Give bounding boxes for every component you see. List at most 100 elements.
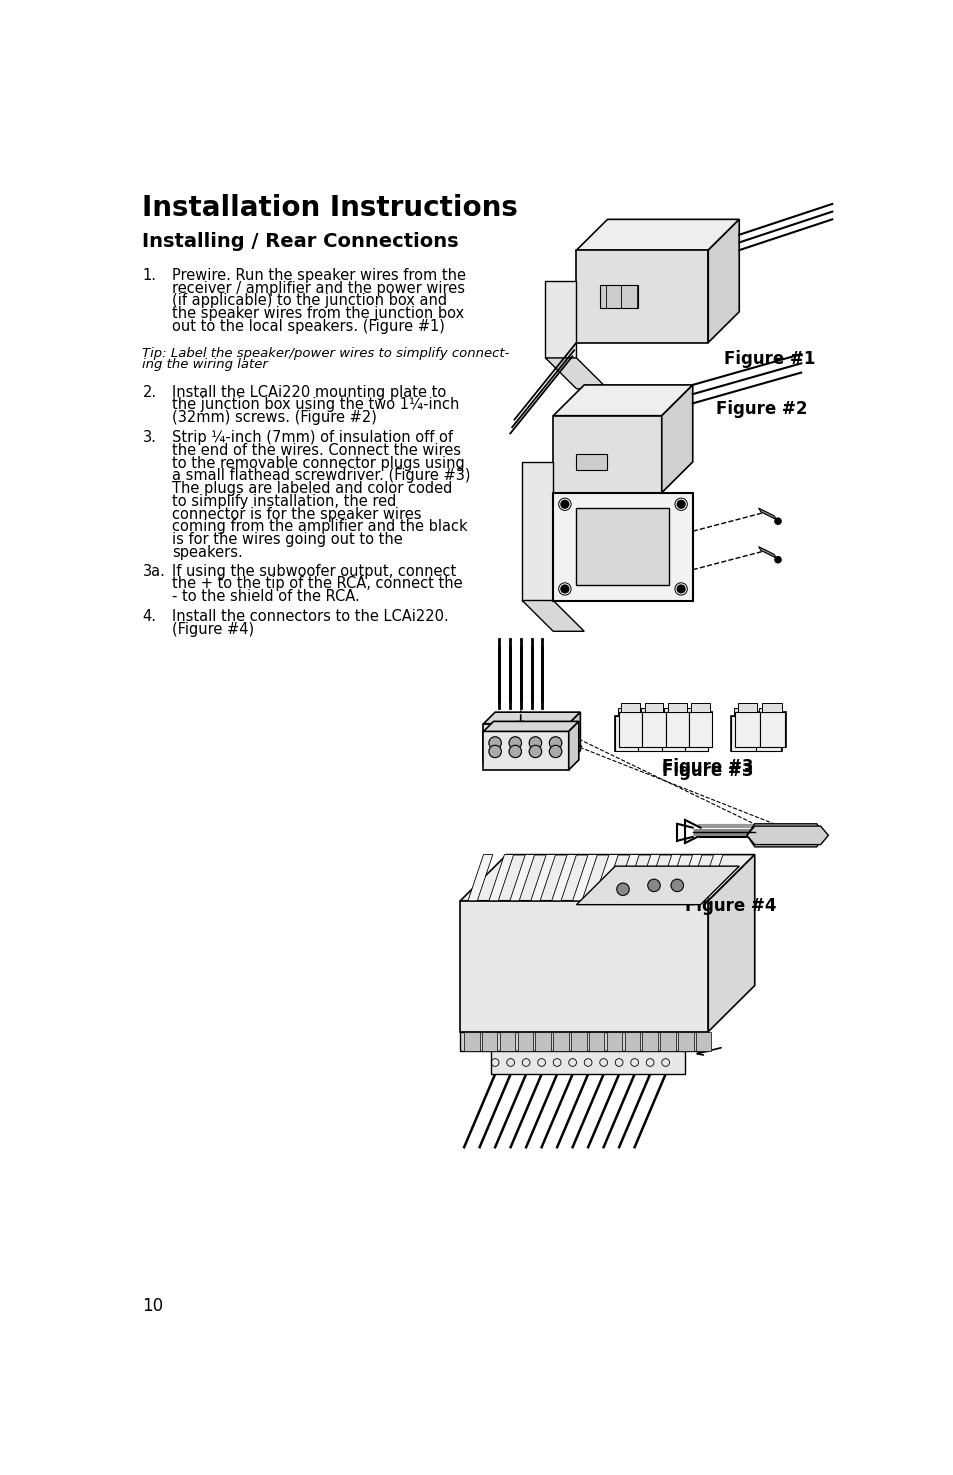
Text: Figure #3: Figure #3 [661, 758, 753, 776]
Polygon shape [691, 704, 709, 712]
Text: R-: R- [668, 739, 678, 749]
Polygon shape [483, 721, 578, 732]
Polygon shape [599, 285, 638, 308]
Polygon shape [576, 454, 607, 469]
Text: the junction box using the two 1¼-inch: the junction box using the two 1¼-inch [172, 397, 458, 412]
Text: The plugs are labeled and color coded: The plugs are labeled and color coded [172, 481, 452, 496]
Text: 10: 10 [142, 1298, 164, 1316]
Text: R+: R+ [688, 739, 703, 749]
Polygon shape [758, 708, 778, 715]
Circle shape [488, 738, 500, 749]
Polygon shape [614, 854, 639, 901]
Polygon shape [509, 854, 534, 901]
Circle shape [549, 745, 561, 758]
Bar [615, 715, 707, 751]
Polygon shape [468, 854, 493, 901]
Bar [571, 1031, 586, 1052]
Polygon shape [488, 854, 513, 901]
Text: ing the wiring later: ing the wiring later [142, 357, 268, 370]
Polygon shape [667, 704, 686, 712]
Circle shape [488, 745, 500, 758]
Polygon shape [553, 416, 661, 493]
Text: L+: L+ [623, 738, 637, 746]
Text: receiver / amplifier and the power wires: receiver / amplifier and the power wires [172, 280, 464, 295]
Text: a small flathead screwdriver. (Figure #3): a small flathead screwdriver. (Figure #3… [172, 469, 470, 484]
Polygon shape [545, 358, 607, 389]
Text: the end of the wires. Connect the wires: the end of the wires. Connect the wires [172, 442, 460, 459]
Text: 2.: 2. [142, 385, 156, 400]
Text: to simplify installation, the red: to simplify installation, the red [172, 494, 395, 509]
Polygon shape [656, 854, 680, 901]
Polygon shape [620, 704, 639, 712]
Bar [760, 712, 784, 746]
Circle shape [617, 884, 629, 895]
Text: 4.: 4. [142, 609, 156, 624]
Bar [661, 715, 684, 751]
Text: R-: R- [672, 738, 681, 746]
Bar [535, 1031, 550, 1052]
Circle shape [529, 738, 541, 749]
Text: is for the wires going out to the: is for the wires going out to the [172, 532, 402, 547]
Polygon shape [551, 854, 576, 901]
Circle shape [774, 518, 781, 524]
Polygon shape [758, 507, 776, 519]
Circle shape [549, 738, 561, 749]
Bar [688, 712, 711, 746]
Polygon shape [661, 385, 692, 493]
Text: If using the subwoofer output, connect: If using the subwoofer output, connect [172, 563, 456, 578]
Bar [695, 1031, 711, 1052]
Text: Prewire. Run the speaker wires from the: Prewire. Run the speaker wires from the [172, 268, 465, 283]
Circle shape [560, 500, 568, 507]
Polygon shape [746, 825, 823, 847]
Polygon shape [459, 854, 754, 901]
Bar [618, 712, 641, 746]
Polygon shape [640, 708, 659, 715]
Text: R+: R+ [692, 738, 707, 746]
Text: Installation Instructions: Installation Instructions [142, 193, 517, 221]
Polygon shape [483, 732, 568, 770]
Text: (32mm) screws. (Figure #2): (32mm) screws. (Figure #2) [172, 410, 376, 425]
Circle shape [509, 745, 521, 758]
Bar [641, 712, 665, 746]
Text: Install the connectors to the LCAi220.: Install the connectors to the LCAi220. [172, 609, 448, 624]
Bar [553, 1031, 568, 1052]
Polygon shape [521, 600, 583, 631]
Bar [606, 1031, 621, 1052]
Circle shape [529, 745, 541, 758]
Text: speakers.: speakers. [172, 544, 242, 559]
Text: 3.: 3. [142, 431, 156, 445]
Polygon shape [707, 854, 754, 1031]
Polygon shape [530, 854, 555, 901]
Polygon shape [617, 708, 636, 715]
Bar [588, 1031, 604, 1052]
Polygon shape [686, 708, 705, 715]
Polygon shape [698, 854, 722, 901]
Polygon shape [737, 704, 757, 712]
Polygon shape [459, 901, 707, 1031]
Bar [731, 715, 781, 751]
Polygon shape [733, 708, 753, 715]
Polygon shape [545, 280, 576, 358]
Text: +: + [743, 738, 751, 746]
Text: 1.: 1. [142, 268, 156, 283]
Text: (Figure #4): (Figure #4) [172, 622, 253, 637]
Polygon shape [568, 721, 578, 770]
Text: - to the shield of the RCA.: - to the shield of the RCA. [172, 589, 359, 603]
Text: Installing / Rear Connections: Installing / Rear Connections [142, 233, 458, 251]
Text: Tip: Label the speaker/power wires to simplify connect-: Tip: Label the speaker/power wires to si… [142, 347, 509, 360]
Polygon shape [746, 826, 827, 845]
Text: Figure #3: Figure #3 [661, 763, 753, 780]
Polygon shape [593, 854, 618, 901]
Text: Figure #1: Figure #1 [723, 350, 814, 369]
Text: coming from the amplifier and the black: coming from the amplifier and the black [172, 519, 467, 534]
Text: to the removable connector plugs using: to the removable connector plugs using [172, 456, 464, 471]
Polygon shape [677, 854, 701, 901]
Polygon shape [663, 708, 682, 715]
Text: out to the local speakers. (Figure #1): out to the local speakers. (Figure #1) [172, 319, 444, 333]
Bar [615, 715, 638, 751]
Polygon shape [644, 704, 662, 712]
Polygon shape [459, 1031, 707, 1052]
Bar [624, 1031, 639, 1052]
Text: Strip ¼-inch (7mm) of insulation off of: Strip ¼-inch (7mm) of insulation off of [172, 431, 453, 445]
Text: the + to the tip of the RCA, connect the: the + to the tip of the RCA, connect the [172, 577, 462, 591]
